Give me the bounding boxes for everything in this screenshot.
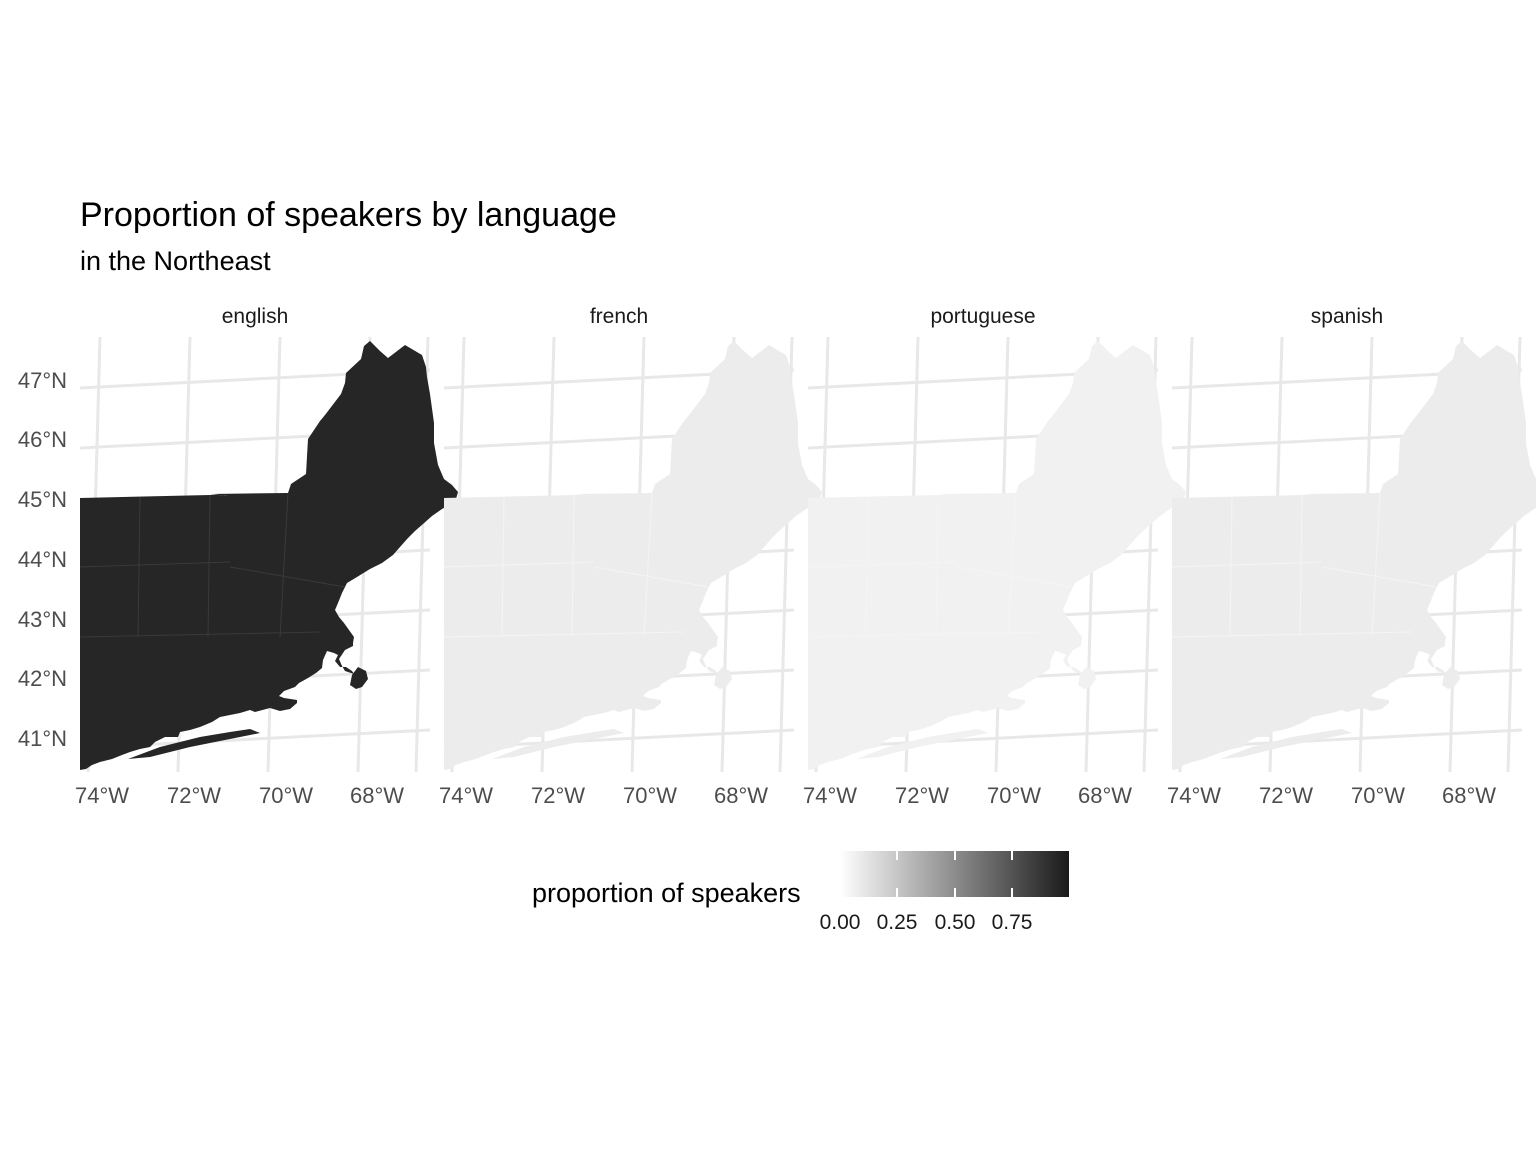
region-long-island — [492, 729, 624, 759]
county-borders — [443, 492, 710, 638]
region-cape-cod — [714, 667, 732, 689]
x-tick-label: 72°W — [531, 783, 585, 808]
facet-spanish: spanish 74°W 72°W 70°W 68°W — [1167, 305, 1536, 808]
region-northeast — [80, 341, 458, 770]
region-long-island — [1220, 729, 1352, 759]
legend-tick-label: 0.50 — [935, 911, 976, 934]
x-tick-label: 70°W — [987, 783, 1041, 808]
facet-label: french — [590, 305, 648, 328]
region-cape-cod — [350, 667, 368, 689]
county-borders — [1171, 492, 1438, 638]
county-borders — [807, 492, 1074, 638]
x-tick-label: 70°W — [259, 783, 313, 808]
x-tick-label: 74°W — [803, 783, 857, 808]
x-tick-label: 68°W — [1442, 783, 1496, 808]
region-northeast — [808, 341, 1186, 770]
y-tick-label: 44°N — [18, 547, 67, 572]
facet-english: english 74°W 72°W 70°W 68°W — [75, 305, 458, 808]
region-northeast — [444, 341, 822, 770]
facet-label: portuguese — [930, 305, 1035, 328]
county-borders — [79, 492, 346, 638]
x-tick-label: 74°W — [439, 783, 493, 808]
x-tick-label: 74°W — [1167, 783, 1221, 808]
y-tick-label: 42°N — [18, 666, 67, 691]
y-tick-label: 43°N — [18, 607, 67, 632]
x-tick-label: 70°W — [623, 783, 677, 808]
x-tick-label: 72°W — [167, 783, 221, 808]
region-long-island — [128, 729, 260, 759]
legend-tick-label: 0.75 — [992, 911, 1033, 934]
y-tick-label: 41°N — [18, 726, 67, 751]
chart-subtitle: in the Northeast — [80, 246, 271, 276]
x-tick-label: 74°W — [75, 783, 129, 808]
chart-title: Proportion of speakers by language — [80, 196, 617, 234]
x-tick-label: 72°W — [1259, 783, 1313, 808]
legend-tick-label: 0.00 — [820, 911, 861, 934]
facet-portuguese: portuguese 74°W 72°W 70°W 68°W — [803, 305, 1186, 808]
facet-label: spanish — [1311, 305, 1383, 328]
landmass-spanish — [1172, 341, 1536, 770]
y-tick-label: 45°N — [18, 487, 67, 512]
landmass-portuguese — [808, 341, 1186, 770]
legend-title: proportion of speakers — [532, 878, 801, 908]
legend: 0.00 0.25 0.50 0.75 — [820, 851, 1069, 934]
facet-label: english — [222, 305, 289, 328]
landmass-english — [80, 341, 458, 770]
legend-tick-label: 0.25 — [877, 911, 918, 934]
y-tick-label: 46°N — [18, 427, 67, 452]
facet-french: french 74°W 72°W 70°W 68°W — [439, 305, 822, 808]
x-tick-label: 68°W — [350, 783, 404, 808]
x-tick-label: 70°W — [1351, 783, 1405, 808]
region-cape-cod — [1442, 667, 1460, 689]
landmass-french — [444, 341, 822, 770]
x-tick-label: 68°W — [1078, 783, 1132, 808]
y-tick-label: 47°N — [18, 368, 67, 393]
x-tick-label: 72°W — [895, 783, 949, 808]
region-cape-cod — [1078, 667, 1096, 689]
x-tick-label: 68°W — [714, 783, 768, 808]
region-northeast — [1172, 341, 1536, 770]
region-long-island — [856, 729, 988, 759]
